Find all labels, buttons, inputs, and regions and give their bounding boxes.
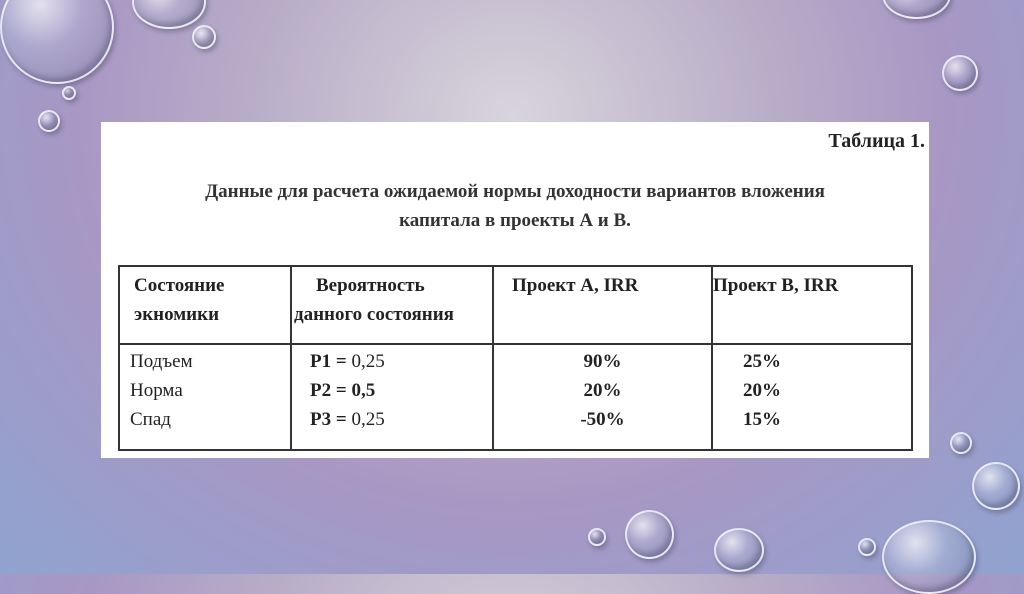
data-table: Состояние экномики Вероятность данного сос…	[118, 265, 913, 451]
header-cell: Проект В, IRR	[711, 265, 913, 345]
bubble-decoration	[882, 520, 976, 594]
bubble-decoration	[972, 462, 1020, 510]
bubble-decoration	[942, 55, 978, 91]
project-b-cell: 25% 20% 15%	[711, 343, 913, 451]
bubble-decoration	[858, 538, 876, 556]
probability-cell: P1 = 0,25 P2 = 0,5 P3 = 0,25	[290, 343, 494, 451]
title-line: Данные для расчета ожидаемой нормы доход…	[205, 181, 825, 202]
bubble-decoration	[132, 0, 206, 29]
header-cell: Состояние экномики	[118, 265, 292, 345]
bubble-decoration	[38, 110, 60, 132]
bubble-decoration	[714, 528, 764, 572]
bubble-decoration	[0, 0, 114, 84]
header-cell: Вероятность данного состояния	[290, 265, 494, 345]
title-line: капитала в проекты А и В.	[399, 210, 631, 231]
table-title: Данные для расчета ожидаемой нормы доход…	[101, 177, 929, 235]
bubble-decoration	[192, 25, 216, 49]
bubble-decoration	[950, 432, 972, 454]
table-row: Подъем Норма Спад P1 = 0,25 P2 = 0,5 P3 = …	[118, 343, 913, 451]
table-image: Таблица 1. Данные для расчета ожидаемой …	[101, 122, 929, 458]
bubble-decoration	[625, 510, 674, 559]
state-cell: Подъем Норма Спад	[118, 343, 292, 451]
project-a-cell: 90% 20% -50%	[492, 343, 713, 451]
bubble-decoration	[882, 0, 951, 19]
bubble-decoration	[62, 86, 76, 100]
table-caption: Таблица 1.	[828, 130, 925, 152]
bubble-decoration	[588, 528, 606, 546]
header-cell: Проект А, IRR	[492, 265, 713, 345]
